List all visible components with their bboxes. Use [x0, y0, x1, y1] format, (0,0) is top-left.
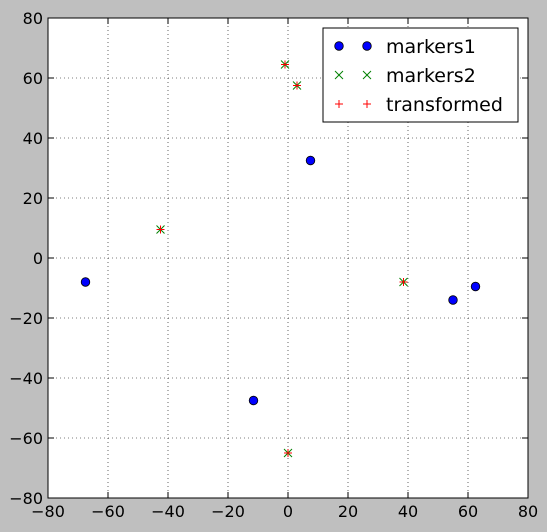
- transformed-point: [156, 225, 165, 234]
- y-tick-label: −80: [9, 489, 43, 508]
- x-tick-label: 80: [518, 502, 538, 521]
- x-tick-label: 20: [338, 502, 358, 521]
- legend-marker: [362, 41, 372, 51]
- plot-frame: [47, 17, 529, 499]
- series-markers1: [80, 155, 481, 406]
- y-tick-label: 0: [33, 249, 43, 268]
- x-tick-label: 60: [458, 502, 478, 521]
- x-tick-label: 40: [398, 502, 418, 521]
- legend-marker: [362, 70, 372, 80]
- transformed-point: [399, 278, 408, 286]
- transformed-point: [281, 60, 289, 69]
- x-tick-label: −20: [211, 502, 245, 521]
- legend-label: markers2: [386, 65, 476, 87]
- y-tick-label: 40: [23, 129, 43, 148]
- y-tick-label: −60: [9, 429, 43, 448]
- x-tick-label: −60: [91, 502, 125, 521]
- y-tick-label: −40: [9, 369, 43, 388]
- legend-marker: [334, 41, 344, 51]
- legend-entry-markers2: markers2: [334, 65, 476, 87]
- legend-marker: [363, 100, 371, 108]
- legend-marker: [335, 100, 343, 108]
- legend: markers1 markers2 transformed: [322, 27, 519, 123]
- y-tick-label: 60: [23, 69, 43, 88]
- legend-label: markers1: [386, 36, 476, 58]
- y-tick-label: 80: [23, 9, 43, 28]
- legend-entry-transformed: transformed: [335, 94, 503, 116]
- transformed-point: [284, 449, 292, 457]
- y-tick-label: 20: [23, 189, 43, 208]
- grid: [48, 18, 528, 498]
- markers1-point: [448, 295, 458, 305]
- markers1-point: [305, 155, 316, 166]
- x-tick-label: −80: [31, 502, 65, 521]
- markers1-point: [470, 281, 481, 292]
- tick-labels: −80 −60 −40 −20 0 20 40 60 80 −80 −60 −40 −20 0 20 40 60…: [9, 9, 538, 521]
- x-tick-label: −40: [151, 502, 185, 521]
- legend-entry-markers1: markers1: [334, 36, 476, 58]
- data-markers: [80, 60, 481, 458]
- transformed-point: [293, 81, 301, 90]
- x-tick-label: 0: [283, 502, 293, 521]
- markers1-point: [248, 395, 259, 406]
- legend-label: transformed: [386, 94, 503, 116]
- legend-box: [322, 27, 519, 123]
- markers1-point: [80, 277, 91, 287]
- series-transformed: [156, 60, 408, 457]
- legend-marker: [334, 70, 344, 80]
- y-tick-label: −20: [9, 309, 43, 328]
